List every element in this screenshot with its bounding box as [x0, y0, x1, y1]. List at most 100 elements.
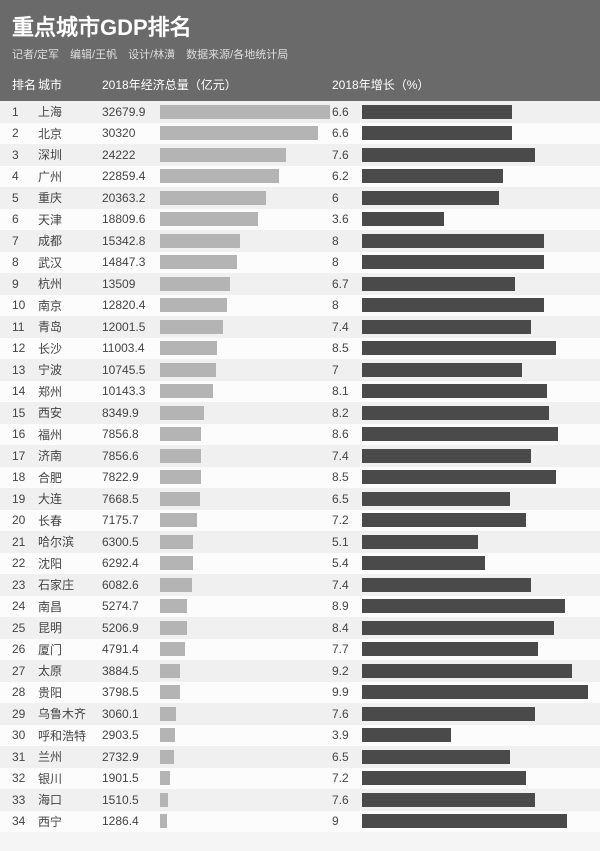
rank-cell: 3: [0, 148, 38, 162]
gdp-bar: [160, 492, 200, 506]
gdp-bar-area: [160, 728, 332, 742]
growth-bar-area: [362, 685, 590, 699]
growth-value: 7.6: [332, 707, 362, 721]
growth-value: 8: [332, 255, 362, 269]
growth-bar-area: [362, 578, 590, 592]
rank-cell: 28: [0, 685, 38, 699]
gdp-bar-area: [160, 470, 332, 484]
rank-cell: 26: [0, 642, 38, 656]
table-row: 16福州7856.88.6: [0, 424, 600, 446]
rank-cell: 6: [0, 212, 38, 226]
gdp-cell: 11003.4: [102, 341, 332, 355]
rank-cell: 9: [0, 277, 38, 291]
gdp-bar: [160, 771, 170, 785]
growth-bar-area: [362, 750, 590, 764]
gdp-bar-area: [160, 126, 332, 140]
gdp-bar: [160, 169, 279, 183]
table-row: 34西宁1286.49: [0, 811, 600, 833]
table-row: 21哈尔滨6300.55.1: [0, 531, 600, 553]
growth-bar: [362, 470, 556, 484]
growth-value: 7.4: [332, 449, 362, 463]
gdp-value: 15342.8: [102, 234, 160, 248]
table-row: 28贵阳3798.59.9: [0, 682, 600, 704]
gdp-bar: [160, 470, 201, 484]
gdp-bar: [160, 427, 201, 441]
growth-bar: [362, 728, 451, 742]
rank-cell: 30: [0, 728, 38, 742]
table-row: 1上海32679.96.6: [0, 101, 600, 123]
growth-bar-area: [362, 793, 590, 807]
growth-bar: [362, 277, 515, 291]
city-cell: 深圳: [38, 146, 102, 163]
table-row: 11青岛12001.57.4: [0, 316, 600, 338]
growth-value: 5.1: [332, 535, 362, 549]
gdp-bar-area: [160, 578, 332, 592]
growth-value: 6.5: [332, 750, 362, 764]
growth-bar-area: [362, 771, 590, 785]
table-row: 27太原3884.59.2: [0, 660, 600, 682]
growth-cell: 7.6: [332, 707, 600, 721]
growth-bar: [362, 771, 526, 785]
gdp-cell: 3060.1: [102, 707, 332, 721]
gdp-value: 2732.9: [102, 750, 160, 764]
gdp-value: 4791.4: [102, 642, 160, 656]
table-row: 18合肥7822.98.5: [0, 467, 600, 489]
city-cell: 西宁: [38, 813, 102, 830]
table-row: 25昆明5206.98.4: [0, 617, 600, 639]
gdp-bar: [160, 599, 187, 613]
gdp-value: 6082.6: [102, 578, 160, 592]
gdp-bar-area: [160, 212, 332, 226]
growth-bar-area: [362, 105, 590, 119]
city-cell: 广州: [38, 168, 102, 185]
growth-value: 6.6: [332, 126, 362, 140]
growth-bar: [362, 621, 554, 635]
rank-cell: 32: [0, 771, 38, 785]
rank-cell: 14: [0, 384, 38, 398]
growth-bar-area: [362, 449, 590, 463]
gdp-bar-area: [160, 427, 332, 441]
gdp-cell: 7175.7: [102, 513, 332, 527]
growth-bar: [362, 664, 572, 678]
city-cell: 贵阳: [38, 684, 102, 701]
table-row: 5重庆20363.26: [0, 187, 600, 209]
gdp-value: 7856.8: [102, 427, 160, 441]
growth-cell: 7.6: [332, 793, 600, 807]
growth-bar-area: [362, 341, 590, 355]
growth-value: 6.7: [332, 277, 362, 291]
gdp-value: 7175.7: [102, 513, 160, 527]
gdp-value: 1510.5: [102, 793, 160, 807]
table-row: 20长春7175.77.2: [0, 510, 600, 532]
growth-value: 6.6: [332, 105, 362, 119]
city-cell: 重庆: [38, 189, 102, 206]
rank-cell: 18: [0, 470, 38, 484]
gdp-cell: 13509: [102, 277, 332, 291]
gdp-bar: [160, 814, 167, 828]
col-header-gdp: 2018年经济总量（亿元）: [102, 76, 332, 93]
rank-cell: 15: [0, 406, 38, 420]
gdp-bar: [160, 341, 217, 355]
gdp-cell: 22859.4: [102, 169, 332, 183]
gdp-value: 3060.1: [102, 707, 160, 721]
gdp-cell: 1510.5: [102, 793, 332, 807]
growth-cell: 7.2: [332, 771, 600, 785]
growth-bar-area: [362, 664, 590, 678]
chart-header: 重点城市GDP排名 记者/定军 编辑/王帆 设计/林潢 数据来源/各地统计局: [0, 0, 600, 70]
city-cell: 西安: [38, 404, 102, 421]
rank-cell: 10: [0, 298, 38, 312]
gdp-cell: 1901.5: [102, 771, 332, 785]
gdp-bar: [160, 298, 227, 312]
rank-cell: 1: [0, 105, 38, 119]
gdp-value: 12001.5: [102, 320, 160, 334]
growth-bar-area: [362, 234, 590, 248]
gdp-bar-area: [160, 341, 332, 355]
gdp-bar-area: [160, 492, 332, 506]
gdp-value: 7822.9: [102, 470, 160, 484]
city-cell: 呼和浩特: [38, 727, 102, 744]
gdp-bar: [160, 728, 175, 742]
growth-value: 8: [332, 234, 362, 248]
growth-value: 9.2: [332, 664, 362, 678]
rank-cell: 19: [0, 492, 38, 506]
growth-bar: [362, 513, 526, 527]
table-row: 2北京303206.6: [0, 123, 600, 145]
growth-value: 5.4: [332, 556, 362, 570]
